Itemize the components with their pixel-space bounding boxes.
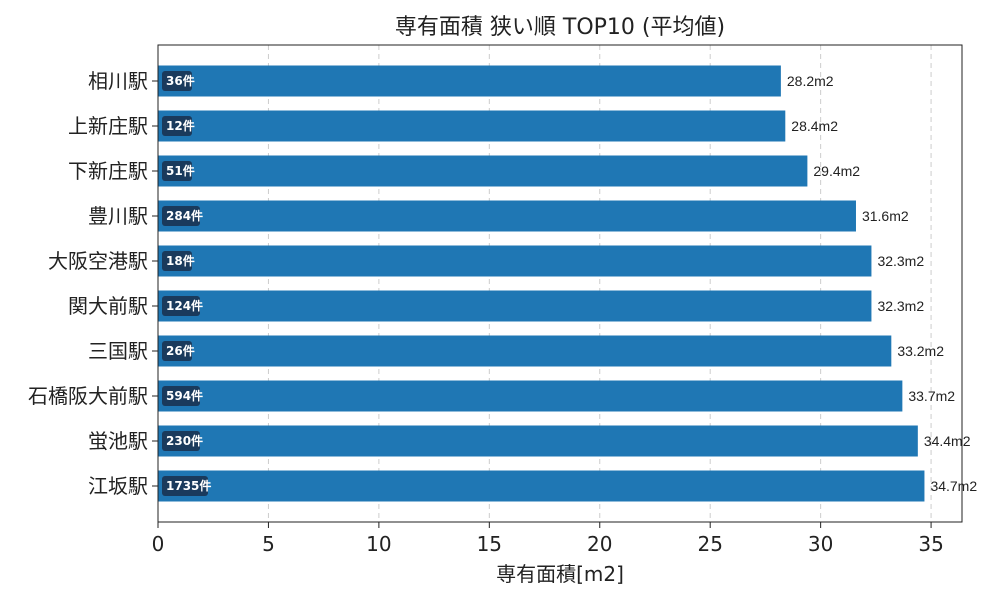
count-label: 594件	[166, 388, 203, 403]
y-tick-label: 蛍池駅	[88, 429, 148, 453]
count-badge	[162, 116, 192, 136]
bar	[158, 425, 918, 457]
y-tick-label: 上新庄駅	[68, 114, 148, 138]
bars	[158, 65, 925, 502]
bar-value-label: 28.2m2	[787, 73, 834, 89]
x-tick-label: 10	[366, 532, 391, 556]
x-tick-label: 25	[697, 532, 722, 556]
count-badge	[162, 341, 192, 361]
plot-frame	[157, 44, 963, 523]
bar	[158, 290, 872, 322]
count-badge	[162, 476, 208, 496]
x-tick-label: 0	[152, 532, 165, 556]
y-tick-label: 三国駅	[88, 339, 148, 363]
x-tick-label: 35	[918, 532, 943, 556]
bar	[158, 470, 925, 502]
bar	[158, 380, 903, 412]
y-tick-label: 石橋阪大前駅	[28, 384, 148, 408]
count-badge	[162, 161, 192, 181]
x-tick-label: 20	[587, 532, 612, 556]
axes: 0 5 10 15 20 25 30 35 相川駅上新庄駅下新庄駅豊川駅大阪空港駅関大前駅三国駅…	[28, 69, 944, 556]
y-tick-label: 下新庄駅	[68, 159, 148, 183]
y-tick-label: 豊川駅	[88, 204, 148, 228]
bar-value-label: 32.3m2	[877, 298, 924, 314]
x-axis-label: 専有面積[m2]	[496, 562, 624, 586]
count-label: 26件	[166, 343, 195, 358]
bar	[158, 335, 892, 367]
y-tick-label: 大阪空港駅	[48, 249, 148, 273]
bar-value-label: 32.3m2	[877, 253, 924, 269]
bar-value-label: 34.4m2	[924, 433, 971, 449]
bar-value-label: 34.7m2	[930, 478, 977, 494]
count-badge	[162, 206, 200, 226]
bar-value-label: 33.2m2	[897, 343, 944, 359]
x-tick-label: 15	[477, 532, 502, 556]
bar-value-label: 31.6m2	[862, 208, 909, 224]
x-tick-label: 30	[808, 532, 833, 556]
bar	[158, 155, 808, 187]
y-tick-label: 関大前駅	[68, 294, 148, 318]
count-badge	[162, 251, 192, 271]
bar	[158, 245, 872, 277]
bar	[158, 200, 856, 232]
count-label: 36件	[166, 73, 195, 88]
count-label: 18件	[166, 253, 195, 268]
bar-value-label: 29.4m2	[813, 163, 860, 179]
count-label: 230件	[166, 433, 203, 448]
bar	[158, 110, 786, 142]
y-tick-label: 江坂駅	[88, 474, 148, 498]
count-badge	[162, 431, 200, 451]
bar	[158, 65, 781, 97]
count-label: 1735件	[166, 478, 211, 493]
chart-title: 専有面積 狭い順 TOP10 (平均値)	[395, 15, 725, 40]
x-tick-label: 5	[262, 532, 275, 556]
count-label: 284件	[166, 208, 203, 223]
count-label: 51件	[166, 163, 195, 178]
bar-value-label: 28.4m2	[791, 118, 838, 134]
count-badge	[162, 386, 200, 406]
y-tick-label: 相川駅	[88, 69, 148, 93]
count-badge	[162, 296, 200, 316]
data-labels: 28.2m2 36件 28.4m2 12件 29.4m2 51件 31.6m2 284件 32.…	[162, 71, 977, 496]
count-badge	[162, 71, 192, 91]
count-label: 124件	[166, 298, 203, 313]
count-label: 12件	[166, 118, 195, 133]
bar-value-label: 33.7m2	[908, 388, 955, 404]
